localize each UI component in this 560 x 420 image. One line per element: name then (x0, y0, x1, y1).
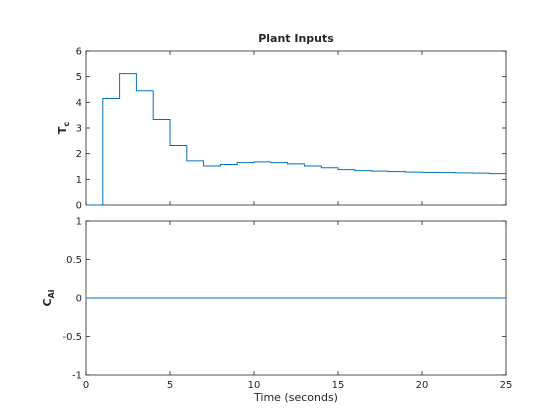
axes-bottom-ticks: 0 5 10 15 20 25 -1 -0.5 0 0.5 1 (62, 217, 512, 392)
svg-text:CAi: CAi (41, 289, 56, 306)
y-tick-label: 0.5 (66, 255, 82, 266)
x-tick-label: 15 (332, 380, 345, 391)
y-tick-label: 0 (76, 294, 82, 305)
x-tick-label: 25 (500, 380, 513, 391)
y-tick-label: -1 (72, 371, 82, 382)
y-axis-label-bottom: CAi (41, 289, 56, 306)
y-tick-label: -0.5 (62, 332, 82, 343)
axes-bottom: CAi Time (seconds) 0 5 10 15 20 25 -1 -0.5 0 0.5 1 (41, 217, 512, 405)
x-tick-label: 20 (416, 380, 429, 391)
series-line-top (86, 73, 506, 206)
x-axis-label: Time (seconds) (253, 391, 338, 404)
y-axis-label-bottom-sub: Ai (47, 289, 56, 298)
y-tick-label: 3 (76, 124, 82, 135)
y-tick-label: 1 (76, 175, 82, 186)
y-axis-label-bottom-main: C (41, 298, 54, 306)
y-tick-label: 5 (76, 72, 82, 83)
y-axis-label-top-main: T (56, 126, 69, 134)
axes-top: Plant Inputs Tc 0 1 2 3 4 5 6 (56, 32, 507, 212)
axes-top-series (86, 73, 506, 206)
y-tick-label: 1 (76, 217, 82, 228)
y-axis-label-top: Tc (56, 122, 71, 135)
y-tick-label: 0 (76, 201, 82, 212)
chart-title: Plant Inputs (258, 32, 334, 45)
y-tick-label: 6 (76, 47, 82, 58)
svg-text:Tc: Tc (56, 122, 71, 135)
y-tick-label: 4 (76, 98, 82, 109)
y-axis-label-top-sub: c (62, 122, 71, 127)
x-tick-label: 5 (167, 380, 173, 391)
x-tick-label: 0 (83, 380, 89, 391)
axes-top-box (85, 50, 507, 206)
y-tick-label: 2 (76, 149, 82, 160)
x-tick-label: 10 (248, 380, 261, 391)
